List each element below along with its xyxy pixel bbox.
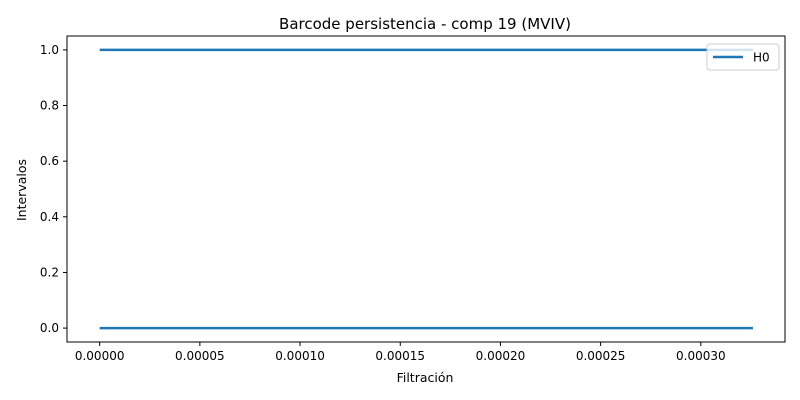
x-tick-label: 0.00005: [175, 349, 225, 363]
y-tick-label: 1.0: [40, 43, 59, 57]
x-tick-label: 0.00000: [75, 349, 125, 363]
y-axis-label: Intervalos: [14, 159, 29, 221]
plot-area: 0.00000 0.00005 0.00010 0.00015 0.00020 0.000…: [40, 35, 786, 363]
y-tick-label: 0.0: [40, 321, 59, 335]
legend-label-h0: H0: [753, 51, 770, 65]
y-tick-label: 0.6: [40, 154, 59, 168]
y-tick-label: 0.8: [40, 99, 59, 113]
x-axis-label: Filtración: [397, 370, 454, 385]
legend: H0: [706, 43, 780, 71]
x-tick-label: 0.00010: [275, 349, 325, 363]
x-tick-label: 0.00025: [576, 349, 626, 363]
x-tick-label: 0.00020: [476, 349, 526, 363]
x-tick-label: 0.00030: [676, 349, 726, 363]
x-tick-label: 0.00015: [375, 349, 425, 363]
y-tick-label: 0.2: [40, 265, 59, 279]
y-tick-label: 0.4: [40, 210, 59, 224]
chart-title: Barcode persistencia - comp 19 (MVIV): [279, 15, 571, 33]
axes-frame: [66, 35, 786, 343]
